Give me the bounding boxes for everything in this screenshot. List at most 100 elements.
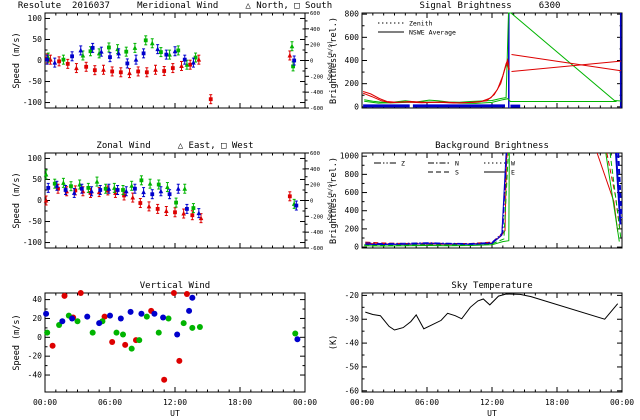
- vertical-blue-point: [84, 313, 91, 320]
- zonal-green-point: [69, 184, 73, 189]
- vertical-red-point: [49, 342, 56, 349]
- meridional-blue-point: [70, 54, 74, 59]
- meridional-blue-point: [125, 61, 130, 66]
- y-tick-label: -50: [345, 362, 360, 371]
- y-axis-title: Brightness (rel.): [329, 17, 339, 104]
- vertical-green-point: [120, 331, 126, 338]
- meridional-blue-point: [90, 45, 95, 50]
- y-tick-label: 200: [345, 79, 360, 88]
- red-average: [362, 58, 510, 104]
- meridional-blue-point: [52, 60, 58, 65]
- y-axis-title: Speed (m/s): [12, 172, 22, 228]
- y-tick-label: -20: [345, 291, 360, 300]
- panel-signal-brightness: 800 600 400 200 0 Brightness (rel.) Signal Bri…: [329, 1, 623, 111]
- y-tick-label: 40: [32, 295, 42, 304]
- vertical-green-point: [196, 323, 203, 330]
- legend-label: N: [455, 160, 459, 168]
- zonal-green-point: [103, 186, 108, 191]
- meridional-green-point: [107, 45, 111, 50]
- plot-frame: [44, 292, 306, 393]
- zonal-blue-point: [158, 188, 164, 194]
- x-tick-label: 12:00: [480, 398, 504, 407]
- right-tick-label: -600: [310, 106, 323, 112]
- meridional-red-point: [287, 52, 293, 58]
- x-tick-label: 18:00: [545, 398, 569, 407]
- legend-label: Zenith: [409, 20, 433, 28]
- plot-frame: [44, 152, 306, 249]
- meridional-red-point: [127, 70, 132, 76]
- right-tick-label: 400: [310, 27, 320, 33]
- panel-title: Sky Temperature: [451, 281, 532, 291]
- y-tick-label: -20: [28, 352, 43, 361]
- meridional-blue-point: [164, 52, 169, 57]
- right-tick-label: -400: [310, 230, 323, 236]
- zonal-green-point: [121, 188, 125, 192]
- meridional-green-point: [88, 49, 93, 54]
- legend-label: W: [511, 160, 515, 168]
- zonal-green-point: [147, 181, 153, 186]
- vertical-blue-point: [127, 308, 134, 315]
- x-tick-label: 06:00: [98, 398, 122, 407]
- meridional-red-point: [179, 63, 184, 68]
- vertical-blue-point: [189, 294, 196, 301]
- right-tick-label: 600: [310, 11, 320, 17]
- vertical-red-point: [176, 357, 183, 364]
- zonal-red-point: [198, 215, 204, 221]
- y-tick-label: -40: [345, 339, 360, 348]
- zonal-green-point: [94, 178, 100, 184]
- vertical-green-point: [136, 337, 143, 344]
- zonal-green-point: [86, 185, 91, 190]
- y-tick-label: -50: [28, 217, 43, 226]
- zonal-green-point: [191, 206, 196, 210]
- bg-red-solid: [365, 152, 508, 245]
- panel-title: Background Brightness: [435, 141, 549, 151]
- meridional-green-point: [193, 55, 198, 60]
- y-tick-label: -40: [28, 371, 43, 380]
- zonal-red-point: [164, 208, 169, 214]
- zonal-red-point: [287, 194, 292, 199]
- zonal-red-point: [173, 210, 177, 215]
- zonal-green-point: [77, 181, 82, 187]
- x-axis-title: UT: [170, 409, 180, 418]
- y-tick-label: 0: [37, 333, 42, 342]
- zonal-blue-point: [98, 188, 103, 192]
- right-tick-label: 0: [310, 59, 313, 65]
- meridional-red-point: [84, 64, 89, 69]
- zonal-blue-point: [115, 188, 120, 192]
- zonal-red-point: [130, 194, 136, 200]
- vertical-red-point: [161, 376, 168, 383]
- zonal-red-point: [56, 186, 60, 191]
- panel-title: Resolute 2016037 Meridional Wind △ North…: [18, 1, 332, 11]
- meridional-red-point: [118, 70, 123, 75]
- legend-label: E: [511, 169, 515, 177]
- right-tick-label: -600: [310, 246, 323, 252]
- y-tick-label: 100: [28, 14, 43, 23]
- legend-label: S: [455, 169, 459, 177]
- bg-blue-dashdot: [365, 152, 508, 245]
- vertical-green-point: [89, 329, 96, 336]
- panel-meridional-wind: 100 50 0 -50 -100 Speed (m/s) 600 400 200 0 -200 -4…: [12, 1, 334, 112]
- vertical-green-point: [155, 329, 162, 336]
- meridional-red-point: [57, 59, 61, 64]
- zonal-blue-point: [54, 183, 60, 188]
- vertical-blue-point: [294, 336, 301, 343]
- y-tick-label: 50: [32, 35, 42, 44]
- meridional-red-point: [136, 69, 141, 74]
- zonal-blue-point: [63, 188, 68, 192]
- vertical-blue-point: [117, 315, 124, 322]
- vertical-red-point: [183, 290, 190, 297]
- zonal-blue-point: [175, 186, 181, 191]
- x-tick-label: 06:00: [415, 398, 439, 407]
- vertical-blue-point: [160, 314, 167, 321]
- zonal-blue-point: [167, 192, 172, 197]
- zonal-green-point: [156, 182, 161, 187]
- vertical-green-point: [189, 324, 196, 331]
- meridional-red-point: [144, 70, 149, 75]
- meridional-green-point: [176, 48, 181, 53]
- y-axis-title: (K): [329, 335, 339, 350]
- meridional-green-point: [143, 38, 148, 43]
- panel-title: Vertical Wind: [140, 281, 210, 291]
- x-tick-label: 00:00: [350, 398, 374, 407]
- meridional-red-point: [92, 68, 97, 73]
